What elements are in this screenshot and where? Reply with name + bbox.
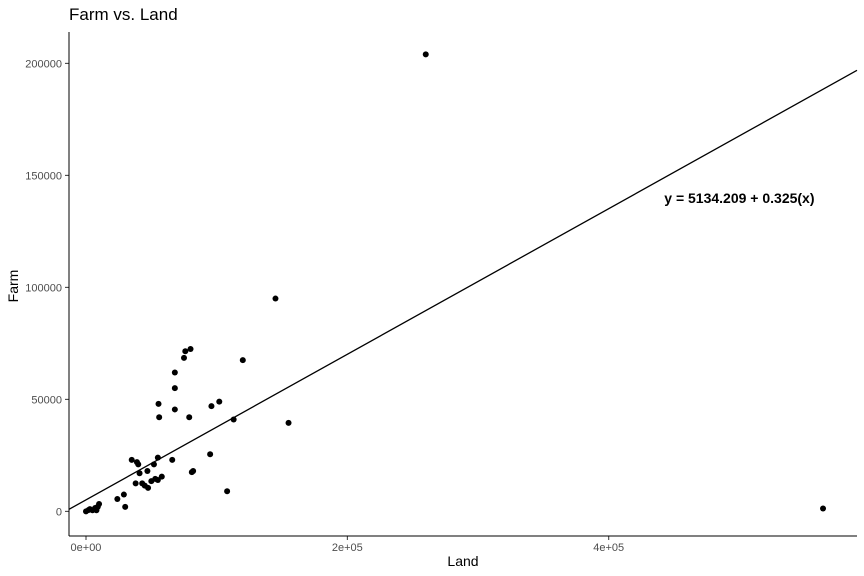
- data-point: [285, 419, 292, 426]
- data-point: [114, 496, 121, 503]
- x-tick-label: 4e+05: [593, 542, 624, 554]
- data-point: [156, 414, 163, 421]
- data-point: [135, 461, 142, 468]
- data-point: [145, 484, 152, 491]
- axis-ticks: 0e+00 2e+05 4e+05 0 50000 100000 150000 200000: [25, 58, 624, 554]
- data-point: [154, 454, 161, 461]
- data-point: [171, 369, 178, 376]
- y-tick-label: 200000: [25, 58, 62, 70]
- data-point: [155, 400, 162, 407]
- data-point: [187, 345, 194, 352]
- regression-line-group: [68, 69, 858, 510]
- data-points: [82, 51, 827, 515]
- data-point: [158, 473, 165, 480]
- y-tick-label: 50000: [31, 394, 62, 406]
- data-point: [180, 354, 187, 361]
- data-point: [239, 357, 246, 364]
- data-point: [272, 295, 279, 302]
- data-point: [144, 468, 151, 475]
- data-point: [132, 480, 139, 487]
- regression-line: [68, 69, 858, 510]
- y-tick-label: 100000: [25, 282, 62, 294]
- data-point: [224, 488, 231, 495]
- data-point: [182, 348, 189, 355]
- data-point: [208, 403, 215, 410]
- x-tick-label: 0e+00: [71, 542, 102, 554]
- data-point: [122, 503, 129, 510]
- data-point: [190, 468, 197, 475]
- y-tick-label: 150000: [25, 170, 62, 182]
- y-axis-title: Farm: [5, 270, 21, 303]
- data-point: [171, 406, 178, 413]
- chart-title: Farm vs. Land: [69, 5, 178, 24]
- data-point: [186, 414, 193, 421]
- data-point: [128, 456, 135, 463]
- data-point: [207, 451, 214, 458]
- data-point: [216, 398, 223, 405]
- data-point: [120, 491, 127, 498]
- data-point: [96, 500, 103, 507]
- data-point: [154, 477, 161, 483]
- y-tick-label: 0: [56, 506, 62, 518]
- data-point: [230, 416, 237, 423]
- data-point: [150, 461, 157, 468]
- regression-equation: y = 5134.209 + 0.325(x): [664, 190, 814, 206]
- data-point: [169, 456, 176, 463]
- data-point: [136, 470, 143, 477]
- data-point: [422, 51, 429, 58]
- x-axis-title: Land: [447, 553, 478, 569]
- data-point: [820, 505, 827, 512]
- data-point: [171, 385, 178, 392]
- x-tick-label: 2e+05: [332, 542, 363, 554]
